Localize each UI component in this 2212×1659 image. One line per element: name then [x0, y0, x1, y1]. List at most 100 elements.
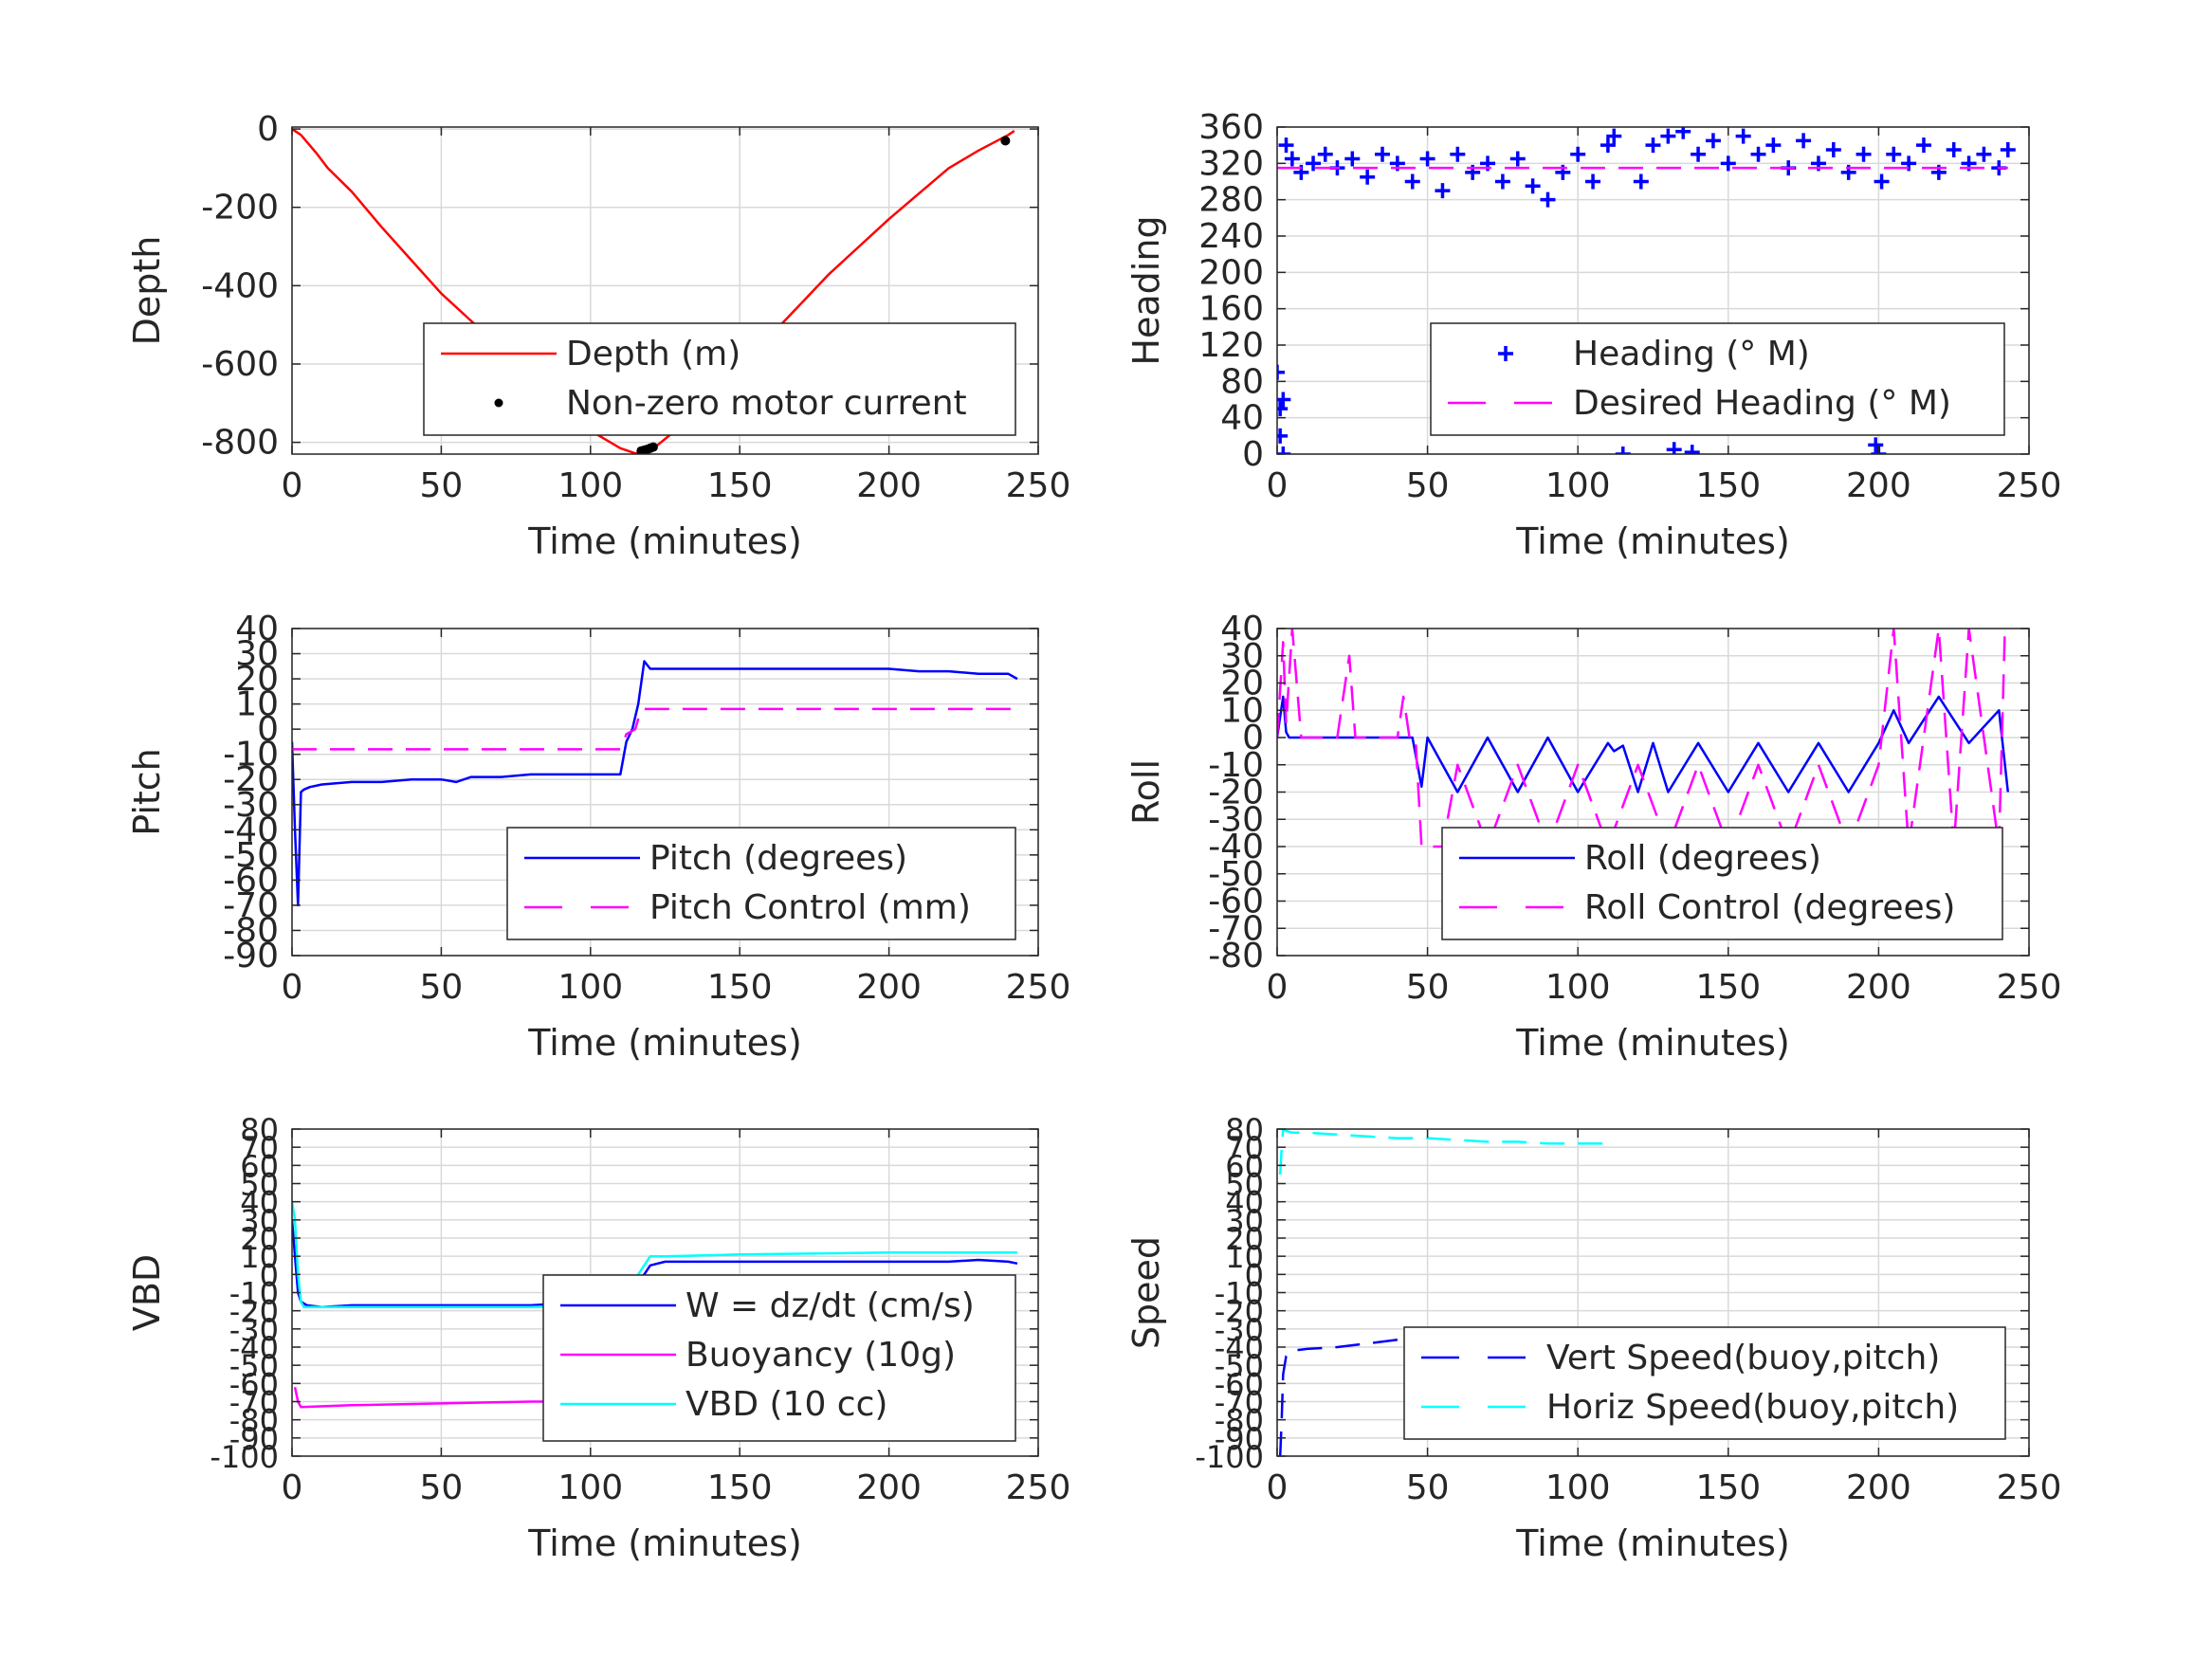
legend-entry: Pitch Control (mm) — [649, 888, 971, 927]
series-2-point — [648, 442, 658, 452]
series-1-point — [1901, 155, 1917, 172]
x-tick-label: 200 — [856, 1468, 922, 1507]
series-1-point — [1600, 137, 1616, 154]
legend-entry: Roll (degrees) — [1584, 839, 1821, 878]
x-tick-label: 0 — [1267, 968, 1289, 1007]
y-tick-label: -80 — [223, 911, 279, 950]
series-1-point — [1886, 146, 1902, 162]
x-tick-label: 50 — [1406, 466, 1450, 505]
y-tick-label: -200 — [201, 189, 279, 228]
y-tick-label: 20 — [235, 660, 279, 699]
x-tick-label: 100 — [1545, 466, 1611, 505]
series-group — [1278, 1129, 1615, 1456]
y-axis-label: VBD — [126, 1254, 168, 1331]
series-1-point — [1868, 437, 1884, 453]
x-axis-label: Time (minutes) — [1515, 520, 1790, 562]
x-tick-label: 250 — [1006, 1468, 1071, 1507]
y-tick-label: -400 — [201, 266, 279, 305]
legend-entry: Buoyancy (10g) — [686, 1336, 956, 1375]
y-tick-label: 60 — [240, 1148, 279, 1184]
series-1-point — [1645, 137, 1661, 154]
y-tick-label: -50 — [1208, 855, 1264, 894]
series-1-point — [1277, 428, 1289, 444]
y-tick-label: 80 — [1225, 1112, 1264, 1148]
y-tick-label: -40 — [229, 1330, 279, 1366]
x-tick-label: 0 — [282, 1468, 303, 1507]
y-tick-label: 40 — [1220, 610, 1264, 648]
x-tick-label: 50 — [1406, 1468, 1450, 1507]
series-1-point — [1509, 151, 1526, 167]
series-1-point — [1277, 447, 1291, 454]
x-tick-label: 200 — [1846, 1468, 1911, 1507]
x-axis-label: Time (minutes) — [1515, 1522, 1790, 1564]
series-1-point — [1360, 169, 1376, 185]
y-tick-label: 50 — [1225, 1167, 1264, 1203]
series-1-point — [1765, 137, 1782, 154]
y-tick-label: 20 — [1225, 1221, 1264, 1257]
series-1-line — [292, 660, 1018, 907]
legend-entry: Roll Control (degrees) — [1584, 888, 1955, 927]
y-tick-label: 10 — [1220, 691, 1264, 730]
y-tick-label: 30 — [235, 635, 279, 674]
x-tick-label: 150 — [1695, 1468, 1761, 1507]
y-tick-label: 10 — [1225, 1239, 1264, 1275]
legend: Heading (° M) Desired Heading (° M) — [1430, 322, 2005, 436]
y-tick-label: -20 — [1208, 774, 1264, 812]
y-tick-label: -100 — [210, 1439, 279, 1475]
series-1-point — [1660, 128, 1676, 144]
legend: Roll (degrees) Roll Control (degrees) — [1441, 827, 2003, 940]
y-tick-label: -600 — [201, 345, 279, 384]
y-tick-label: -800 — [201, 424, 279, 463]
x-tick-label: 100 — [558, 968, 623, 1007]
y-tick-label: -50 — [229, 1348, 279, 1384]
x-tick-label: 200 — [856, 968, 922, 1007]
x-tick-label: 250 — [1997, 1468, 2062, 1507]
series-3-line — [292, 1201, 1017, 1309]
legend: Pitch (degrees) Pitch Control (mm) — [506, 827, 1016, 940]
x-tick-label: 150 — [707, 466, 773, 505]
x-tick-label: 250 — [1997, 968, 2062, 1007]
y-tick-label: 20 — [1220, 665, 1264, 703]
y-tick-label: 200 — [1198, 253, 1264, 292]
axes-frame — [1276, 126, 2030, 455]
series-1-point — [1856, 146, 1872, 162]
legend-entry: W = dz/dt (cm/s) — [686, 1286, 975, 1325]
series-2-point — [1000, 136, 1011, 146]
y-tick-label: -80 — [1215, 1403, 1264, 1439]
legend-box — [506, 827, 1016, 940]
y-tick-label: 360 — [1198, 108, 1264, 147]
x-axis-label: Time (minutes) — [527, 1022, 802, 1064]
legend: Vert Speed(buoy,pitch) Horiz Speed(buoy,p… — [1403, 1326, 2006, 1440]
series-1-point — [1317, 146, 1333, 162]
legend-box — [1403, 1326, 2006, 1440]
y-tick-label: -60 — [1215, 1366, 1264, 1402]
legend-entry: Pitch (degrees) — [649, 839, 907, 878]
y-tick-label: 40 — [1220, 399, 1264, 438]
y-tick-label: -90 — [1215, 1421, 1264, 1457]
y-tick-label: -70 — [1208, 909, 1264, 948]
x-tick-label: 200 — [1846, 466, 1911, 505]
x-axis-label: Time (minutes) — [527, 520, 802, 562]
x-tick-label: 150 — [1695, 466, 1761, 505]
y-tick-label: 0 — [257, 110, 279, 149]
x-tick-label: 50 — [419, 1468, 463, 1507]
y-tick-label: -50 — [1215, 1348, 1264, 1384]
x-tick-label: 150 — [1695, 968, 1761, 1007]
x-axis-label: Time (minutes) — [527, 1522, 802, 1564]
series-1-point — [1284, 151, 1300, 167]
series-2-line — [292, 707, 1017, 751]
series-1-point — [1675, 127, 1691, 139]
y-tick-label: -70 — [229, 1385, 279, 1421]
y-tick-label: 320 — [1198, 144, 1264, 183]
x-tick-label: 150 — [707, 1468, 773, 1507]
y-tick-label: -10 — [229, 1276, 279, 1312]
x-tick-label: 150 — [707, 968, 773, 1007]
y-tick-label: -30 — [1208, 800, 1264, 839]
series-1-line — [1278, 1331, 1615, 1456]
y-tick-label: -60 — [223, 861, 279, 900]
series-1-point — [1750, 146, 1766, 162]
x-axis-label: Time (minutes) — [1515, 1022, 1790, 1064]
legend: W = dz/dt (cm/s) Buoyancy (10g) VBD (10 cc… — [542, 1274, 1016, 1442]
series-1-point — [1615, 447, 1631, 454]
y-tick-label: 70 — [240, 1130, 279, 1166]
